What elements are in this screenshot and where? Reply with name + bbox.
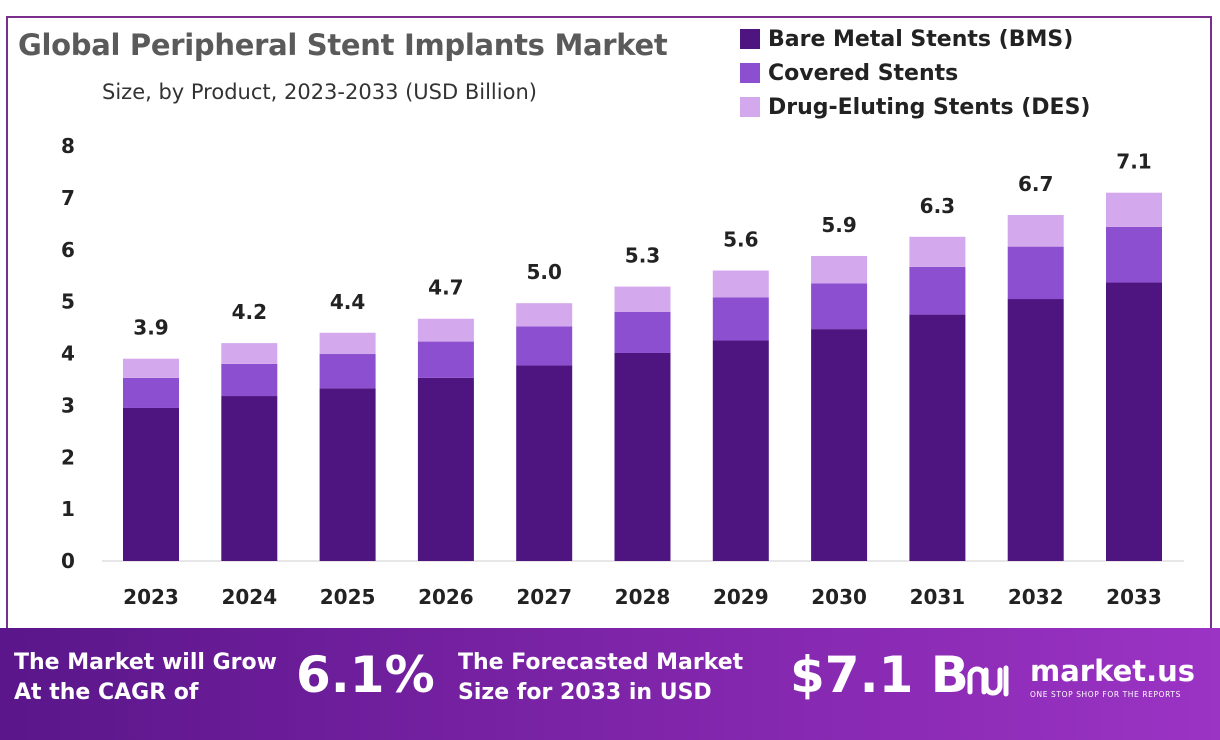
legend-item-covered: Covered Stents <box>740 56 1090 90</box>
legend-item-bms: Bare Metal Stents (BMS) <box>740 22 1090 56</box>
data-label: 7.1 <box>1116 150 1151 174</box>
brand-tagline: ONE STOP SHOP FOR THE REPORTS <box>1030 690 1181 699</box>
legend: Bare Metal Stents (BMS) Covered Stents D… <box>740 22 1090 124</box>
data-label: 6.3 <box>920 194 955 218</box>
y-tick-label: 3 <box>61 393 75 417</box>
x-tick-label: 2026 <box>418 585 474 609</box>
chart-frame <box>6 16 1212 628</box>
x-tick-label: 2023 <box>123 585 179 609</box>
forecast-text-line-1: The Forecasted Market <box>458 650 744 675</box>
bar-segment-covered <box>123 377 179 408</box>
data-label: 4.4 <box>330 290 365 314</box>
legend-swatch-bms <box>740 29 760 49</box>
y-tick-label: 6 <box>61 238 75 262</box>
forecast-text-line-2: Size for 2033 in USD <box>458 680 712 705</box>
data-label: 3.9 <box>133 316 168 340</box>
x-tick-label: 2027 <box>516 585 572 609</box>
bar-segment-bms <box>614 352 671 561</box>
x-tick-label: 2030 <box>811 585 867 609</box>
bar-segment-bms <box>909 314 966 561</box>
bar-segment-covered <box>221 363 278 397</box>
bar-segment-des <box>1007 214 1064 247</box>
bar-segment-des <box>516 303 573 327</box>
cagr-text-line-2: At the CAGR of <box>14 680 199 705</box>
y-tick-label: 0 <box>61 549 75 573</box>
bar-segment-des <box>712 270 769 298</box>
x-tick-label: 2033 <box>1106 585 1162 609</box>
bar-segment-bms <box>516 365 573 561</box>
y-tick-label: 8 <box>61 134 75 158</box>
bar-segment-des <box>417 318 474 342</box>
bar-segment-des <box>221 343 278 364</box>
y-tick-label: 7 <box>61 186 75 210</box>
bar-segment-covered <box>516 326 573 366</box>
y-tick-label: 2 <box>61 445 75 469</box>
x-tick-label: 2028 <box>615 585 671 609</box>
bar-segment-bms <box>712 340 769 561</box>
bar-segment-bms <box>417 377 474 561</box>
legend-swatch-des <box>740 97 760 117</box>
data-label: 4.2 <box>232 300 267 324</box>
cagr-text: The Market will Grow At the CAGR of <box>14 648 277 708</box>
bar-segment-bms <box>123 407 179 561</box>
summary-banner: The Market will Grow At the CAGR of 6.1%… <box>0 628 1220 740</box>
data-label: 5.6 <box>723 228 758 252</box>
bar-segment-covered <box>417 341 474 378</box>
data-label: 5.3 <box>625 244 660 268</box>
bar-segment-bms <box>221 396 278 561</box>
bar-segment-covered <box>712 297 769 341</box>
bar-segment-covered <box>614 312 671 353</box>
bar-segment-des <box>123 358 179 378</box>
bar-segment-covered <box>811 283 868 330</box>
bar-segment-covered <box>909 266 966 315</box>
bar-segment-bms <box>319 388 376 561</box>
legend-label-covered: Covered Stents <box>768 60 959 86</box>
brand-name: market.us <box>1030 654 1196 688</box>
bar-segment-covered <box>1007 246 1064 300</box>
x-tick-label: 2024 <box>221 585 277 609</box>
bar-segment-covered <box>1106 226 1162 283</box>
legend-swatch-covered <box>740 63 760 83</box>
forecast-value: $7.1 B <box>790 646 969 704</box>
data-label: 5.9 <box>821 213 856 237</box>
chart-subtitle: Size, by Product, 2023-2033 (USD Billion… <box>102 80 537 104</box>
bar-segment-bms <box>811 329 868 561</box>
legend-label-des: Drug-Eluting Stents (DES) <box>768 94 1091 120</box>
data-label: 4.7 <box>428 276 463 300</box>
y-tick-label: 5 <box>61 290 75 314</box>
bar-segment-bms <box>1106 282 1162 561</box>
bar-segment-des <box>1106 192 1162 227</box>
data-label: 5.0 <box>526 260 561 284</box>
market-us-logo-icon <box>967 665 1009 697</box>
bar-segment-des <box>811 255 868 284</box>
forecast-text: The Forecasted Market Size for 2033 in U… <box>458 648 743 708</box>
x-tick-label: 2031 <box>910 585 966 609</box>
bar-segment-covered <box>319 354 376 389</box>
data-label: 6.7 <box>1018 172 1053 196</box>
cagr-value: 6.1% <box>296 646 435 704</box>
cagr-text-line-1: The Market will Grow <box>14 650 277 675</box>
legend-label-bms: Bare Metal Stents (BMS) <box>768 26 1074 52</box>
bar-chart: 0 1 2 3 4 5 6 7 8 3.9 2023 4.2 2024 4.4 2025 4.7 2026 5.0… <box>61 134 1184 609</box>
x-tick-label: 2025 <box>320 585 376 609</box>
bar-segment-des <box>909 236 966 267</box>
x-tick-label: 2032 <box>1008 585 1064 609</box>
x-tick-label: 2029 <box>713 585 769 609</box>
chart-title: Global Peripheral Stent Implants Market <box>18 28 668 62</box>
bar-segment-des <box>614 286 671 312</box>
bar-segment-bms <box>1007 299 1064 561</box>
bar-segment-des <box>319 332 376 355</box>
y-tick-label: 4 <box>61 342 75 366</box>
y-tick-label: 1 <box>61 497 75 521</box>
legend-item-des: Drug-Eluting Stents (DES) <box>740 90 1090 124</box>
